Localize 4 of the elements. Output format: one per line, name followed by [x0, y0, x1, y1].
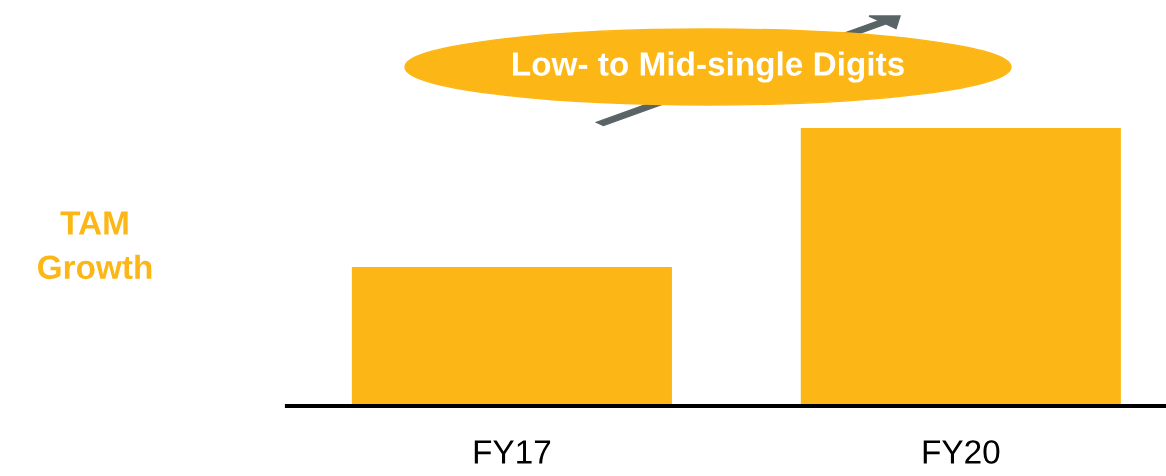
y-axis-title: TAM Growth: [38, 211, 152, 280]
x-tick-label: FY20: [923, 440, 1000, 464]
text: Low- to Mid-single Digits: [513, 51, 904, 83]
x-tick-label: FY17: [474, 440, 551, 464]
